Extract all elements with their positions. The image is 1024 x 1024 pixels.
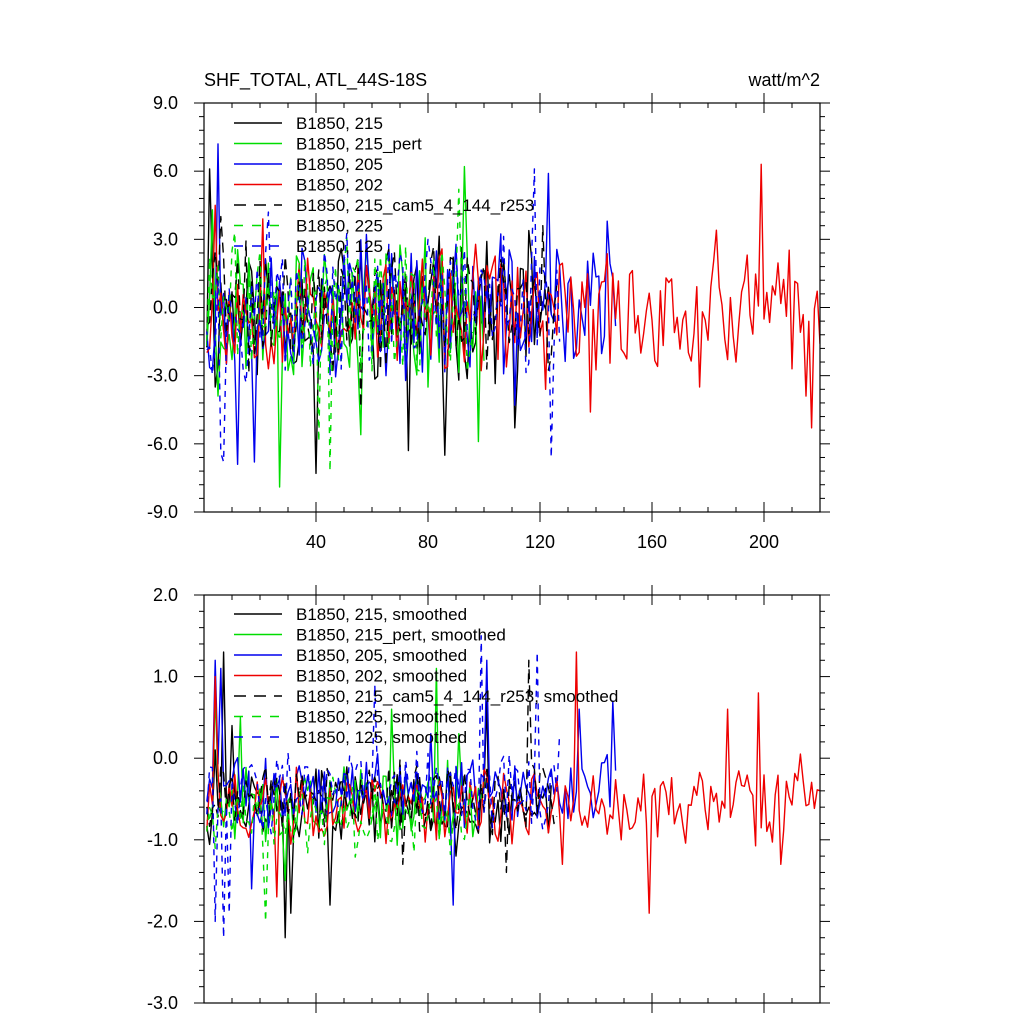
legend-label: B1850, 202: [296, 176, 383, 195]
panel-smoothed: -3.0 -2.0 -1.0 0.0 1.0 2.0 B1850, 215, smoothe…: [147, 585, 830, 1013]
series-line-2: [206, 667, 485, 882]
legend-label: B1850, 215_pert, smoothed: [296, 626, 506, 645]
series-group: [206, 143, 820, 488]
series-line-4: [206, 651, 820, 914]
legend-label: B1850, 125: [296, 237, 383, 256]
y-tick-label: 1.0: [153, 667, 178, 687]
legend-label: B1850, 215_cam5_4_144_r253: [296, 196, 534, 215]
y-tick-label: 3.0: [153, 229, 178, 249]
series-line-3: [206, 143, 617, 465]
series-line-7: [206, 635, 561, 939]
x-tick-label: 200: [749, 532, 779, 552]
legend-label: B1850, 215, smoothed: [296, 605, 467, 624]
y-tick-label: -3.0: [147, 366, 178, 386]
panel-raw: 40 80 120 160 200 -9.0 -6.0 -3.0 0.0 3.0 6.0 9.0 B18…: [147, 93, 830, 552]
y-tick-label: 6.0: [153, 161, 178, 181]
y-tick-label: -3.0: [147, 993, 178, 1013]
series-line-6: [206, 776, 474, 923]
y-tick-label: 0.0: [153, 298, 178, 318]
legend-label: B1850, 215_pert: [296, 135, 422, 154]
legend-label: B1850, 125, smoothed: [296, 728, 467, 747]
x-tick-label: 120: [525, 532, 555, 552]
y-tick-label: -6.0: [147, 434, 178, 454]
legend-label: B1850, 202, smoothed: [296, 667, 467, 686]
series-group: [206, 635, 820, 939]
legend-label: B1850, 205, smoothed: [296, 646, 467, 665]
legend-label: B1850, 225: [296, 217, 383, 236]
y-tick-label: -1.0: [147, 830, 178, 850]
x-tick-label: 40: [306, 532, 326, 552]
y-tick-label: 0.0: [153, 748, 178, 768]
y-tick-label: -9.0: [147, 502, 178, 522]
legend-label: B1850, 215: [296, 114, 383, 133]
x-tick-label: 80: [418, 532, 438, 552]
series-line-4: [206, 163, 820, 429]
y-tick-label: 2.0: [153, 585, 178, 605]
units-label: watt/m^2: [748, 70, 820, 90]
legend-label: B1850, 205: [296, 155, 383, 174]
legend-label: B1850, 225, smoothed: [296, 708, 467, 727]
legend-label: B1850, 215_cam5_4_144_r253, smoothed: [296, 687, 618, 706]
y-tick-label: -2.0: [147, 911, 178, 931]
y-tick-label: 9.0: [153, 93, 178, 113]
series-line-6: [206, 188, 474, 472]
series-line-7: [206, 168, 561, 463]
x-tick-label: 160: [637, 532, 667, 552]
plot-title: SHF_TOTAL, ATL_44S-18S: [204, 70, 427, 91]
